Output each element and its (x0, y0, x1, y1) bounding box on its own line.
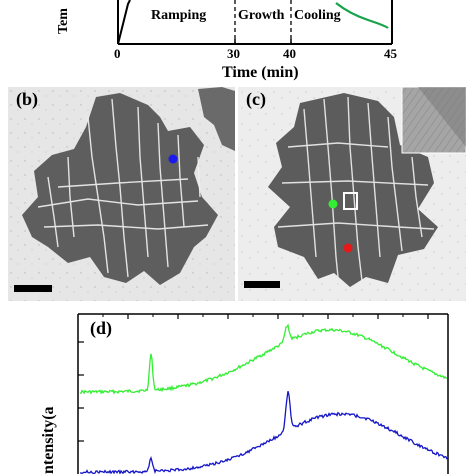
panel-b-marker-blue (168, 154, 178, 164)
panel-c-scale-bar (244, 281, 280, 288)
panel-b-image (8, 87, 235, 301)
panel-d-y-label: ntensity(a (38, 366, 62, 474)
panel-a-phase-ramping: Ramping (151, 8, 207, 23)
panel-d-plot (77, 313, 449, 474)
panel-a-phase-growth: Growth (238, 8, 285, 23)
panel-c-selection-box (343, 192, 358, 210)
panel-a-phase-cooling: Cooling (294, 8, 341, 23)
panel-a-tick-45: 45 (384, 46, 397, 61)
panel-a-ramp-curve (117, 0, 131, 45)
panel-a-cooling-curve (335, 2, 389, 29)
panel-a-x-label: Time (min) (222, 64, 299, 81)
panel-a-tick-30: 30 (227, 46, 240, 61)
spectrum-blue (79, 391, 448, 474)
panel-a-tick-40: 40 (283, 46, 296, 61)
spectrum-green (79, 323, 448, 395)
panel-c-image (238, 87, 466, 301)
panel-d: (d) ntensity(a (0, 306, 474, 474)
panel-b-flake-edge (198, 87, 235, 151)
panel-a-plot (117, 0, 393, 45)
panel-c: (c) (238, 87, 466, 301)
panel-b-scale-bar (14, 285, 52, 292)
panel-b: (b) (8, 87, 235, 301)
panel-c-label: (c) (246, 89, 266, 109)
panel-a: Tem Ramping Growth Cooling 0 30 40 45 Ti… (0, 0, 474, 86)
panel-b-cracks (37, 98, 209, 278)
panel-c-marker-red (343, 243, 353, 253)
panel-d-y-label-text: ntensity(a (40, 406, 57, 474)
panel-c-cracks (277, 96, 435, 282)
panel-a-tick-0: 0 (114, 46, 121, 61)
panel-c-marker-green (328, 199, 338, 209)
panel-b-label: (b) (16, 89, 38, 109)
panel-d-label: (d) (90, 318, 112, 338)
